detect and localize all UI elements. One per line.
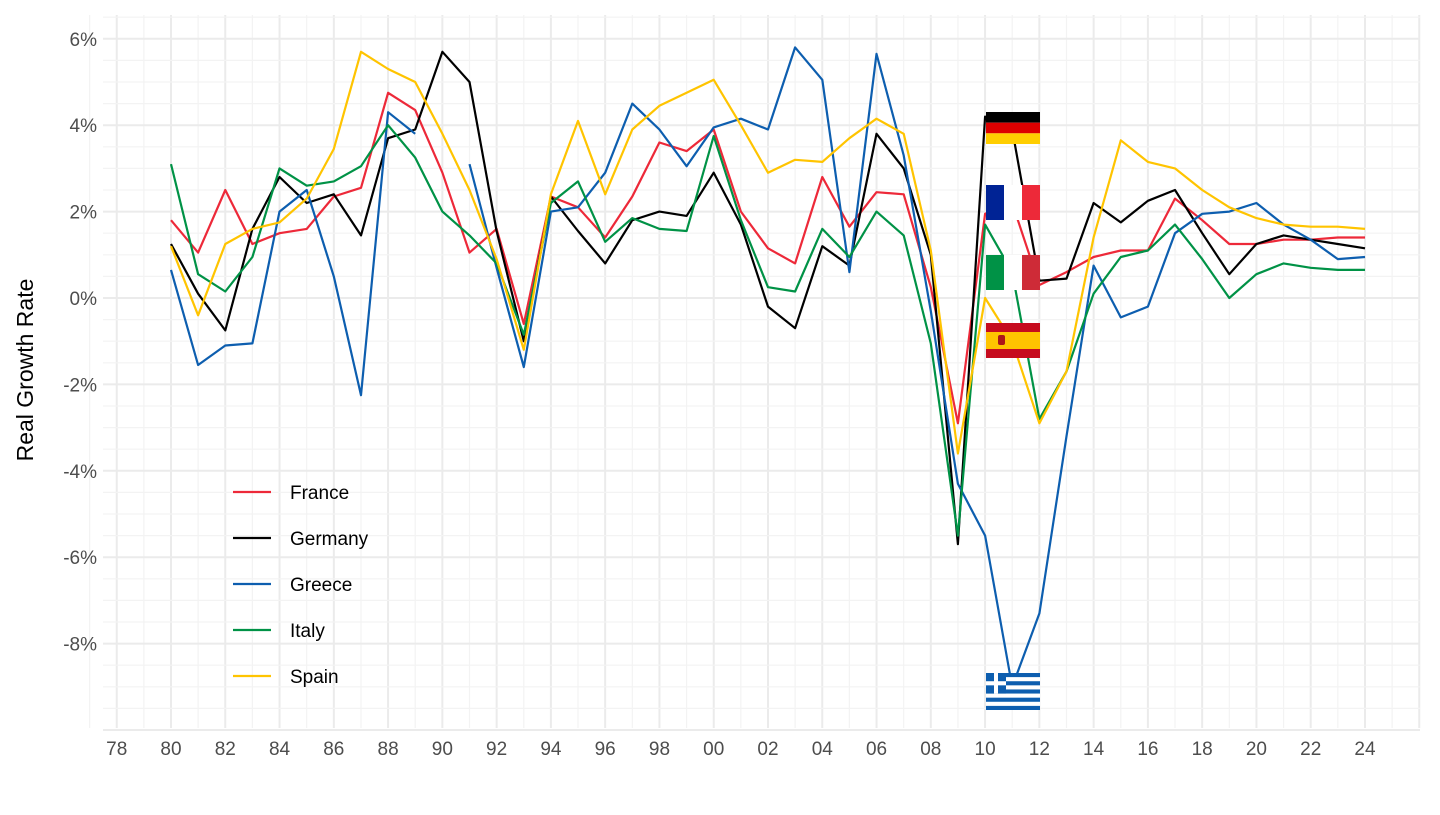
grid bbox=[88, 15, 1421, 731]
italy-flag-icon bbox=[986, 255, 1040, 290]
x-tick-label: 78 bbox=[106, 739, 127, 760]
y-axis-ticks: 6% 4% 2% 0% -2% -4% -6% -8% bbox=[63, 30, 97, 656]
x-tick-label: 90 bbox=[432, 739, 453, 760]
x-tick-label: 96 bbox=[595, 739, 616, 760]
y-tick-label: -8% bbox=[63, 635, 97, 656]
series-line-italy bbox=[169, 124, 1365, 537]
y-axis-title: Real Growth Rate bbox=[12, 279, 38, 462]
x-tick-label: 12 bbox=[1029, 739, 1050, 760]
legend-label: France bbox=[290, 483, 349, 504]
greece-flag-icon bbox=[986, 673, 1040, 710]
series-line-greece bbox=[169, 46, 1366, 688]
legend-item-italy: Italy bbox=[233, 621, 325, 642]
spain-flag-icon bbox=[986, 323, 1040, 358]
x-tick-label: 84 bbox=[269, 739, 291, 760]
x-tick-label: 00 bbox=[703, 739, 724, 760]
legend-label: Spain bbox=[290, 667, 339, 688]
x-tick-label: 18 bbox=[1192, 739, 1213, 760]
x-tick-label: 16 bbox=[1137, 739, 1158, 760]
series-line-france bbox=[170, 91, 1365, 425]
x-tick-label: 02 bbox=[757, 739, 778, 760]
legend-item-greece: Greece bbox=[233, 575, 352, 596]
legend-item-spain: Spain bbox=[233, 667, 339, 688]
x-tick-label: 92 bbox=[486, 739, 507, 760]
y-tick-label: 4% bbox=[70, 116, 98, 137]
x-tick-label: 22 bbox=[1300, 739, 1321, 760]
legend-item-germany: Germany bbox=[233, 529, 369, 550]
x-tick-label: 86 bbox=[323, 739, 344, 760]
x-tick-label: 82 bbox=[215, 739, 236, 760]
y-tick-label: 0% bbox=[70, 289, 98, 310]
y-tick-label: -4% bbox=[63, 462, 97, 483]
flag-markers bbox=[986, 112, 1040, 710]
series-line-spain bbox=[169, 50, 1366, 455]
x-tick-label: 10 bbox=[975, 739, 996, 760]
x-tick-label: 94 bbox=[540, 739, 562, 760]
x-axis-ticks: 78 80 82 84 86 88 90 92 94 96 98 00 02 04 06 08 10 12 14 16… bbox=[106, 739, 1376, 760]
y-tick-label: 2% bbox=[70, 203, 98, 224]
x-tick-label: 14 bbox=[1083, 739, 1105, 760]
x-tick-label: 20 bbox=[1246, 739, 1267, 760]
legend-label: Italy bbox=[290, 621, 325, 642]
series-line-germany bbox=[170, 50, 1366, 546]
france-flag-icon bbox=[986, 185, 1040, 220]
x-tick-label: 06 bbox=[866, 739, 887, 760]
x-tick-label: 04 bbox=[812, 739, 834, 760]
legend: France Germany Greece Italy Spain bbox=[233, 483, 369, 688]
x-tick-label: 24 bbox=[1354, 739, 1376, 760]
y-tick-label: -2% bbox=[63, 375, 97, 396]
series-lines bbox=[169, 46, 1366, 688]
y-tick-label: 6% bbox=[70, 30, 98, 51]
germany-flag-icon bbox=[986, 112, 1040, 144]
x-tick-label: 88 bbox=[378, 739, 399, 760]
legend-label: Germany bbox=[290, 529, 369, 550]
legend-item-france: France bbox=[233, 483, 349, 504]
x-tick-label: 80 bbox=[160, 739, 181, 760]
x-tick-label: 08 bbox=[920, 739, 941, 760]
legend-label: Greece bbox=[290, 575, 352, 596]
y-tick-label: -6% bbox=[63, 548, 97, 569]
x-tick-label: 98 bbox=[649, 739, 670, 760]
